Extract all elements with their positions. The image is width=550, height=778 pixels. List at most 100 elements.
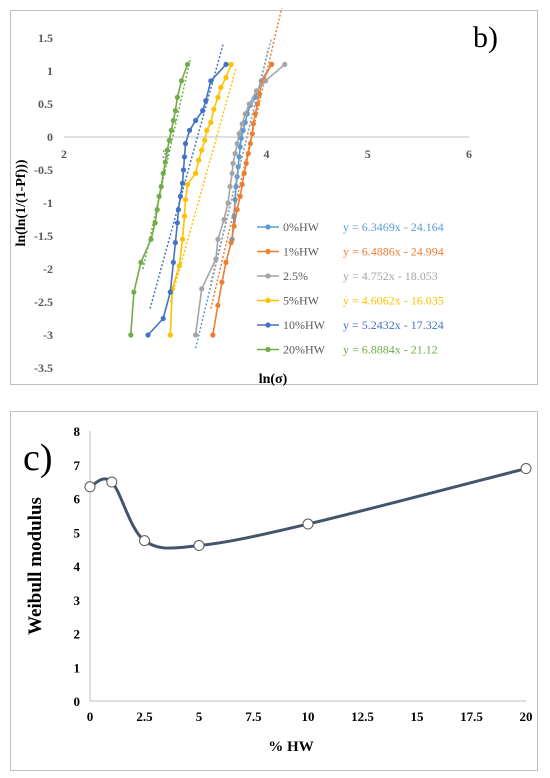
x-tick-label: 5 [365,147,371,161]
x-tick-label: 3 [162,147,168,161]
data-point [215,236,221,242]
data-point [302,518,314,530]
data-point [179,180,186,186]
panel-label: b) [473,21,498,54]
y-tick-label: 6 [74,492,81,507]
data-point [252,111,258,117]
data-point [167,289,173,295]
y-axis-title: Weibull modulus [25,497,46,635]
data-point [256,91,263,97]
y-tick-label: 5 [74,525,81,540]
data-point [282,61,288,67]
data-point [211,106,217,112]
x-tick-label: 15 [411,709,425,724]
series-line [130,64,189,336]
trendline [210,37,273,283]
data-point [178,78,185,84]
legend-marker [265,224,271,230]
data-point [237,144,243,150]
data-point [202,137,208,143]
panel-label: c) [23,437,53,479]
fit-equation: y = 6.8884x - 21.12 [343,343,438,357]
x-tick-label: 12.5 [351,709,374,724]
y-tick-label: 0 [47,130,53,144]
data-point [138,259,144,265]
data-point [520,463,532,475]
data-point [247,141,253,147]
data-point [160,315,166,322]
x-tick-label: 2.5 [136,709,153,724]
x-axis-title: ln(σ) [259,372,288,387]
data-point [240,127,246,133]
data-point [152,220,158,226]
y-tick-label: -2 [43,262,53,276]
y-tick-label: -1 [43,196,53,210]
data-point [236,131,242,137]
data-point [250,121,256,127]
y-tick-label: -2.5 [34,295,53,309]
x-tick-label: 20 [520,709,533,724]
data-point [253,88,259,94]
data-point [228,240,234,246]
data-point [238,135,244,141]
y-tick-label: 1 [47,64,53,78]
y-tick-label: 8 [74,424,81,439]
data-point [154,207,160,213]
data-point [172,108,178,114]
y-tick-label: 3 [74,593,81,608]
data-point [176,263,183,269]
data-point [193,170,199,176]
fit-equation: y = 4.752x - 18.053 [343,269,438,283]
x-tick-label: 5 [196,709,203,724]
data-point [184,61,191,67]
data-point [245,150,251,157]
x-tick-label: 2 [61,147,67,161]
data-point [221,216,227,223]
data-point [225,200,231,206]
data-point [234,207,240,213]
series-line [212,64,273,336]
data-point [232,150,238,157]
data-point [174,94,180,100]
data-point [181,213,188,219]
x-tick-label: 17.5 [460,709,483,724]
y-tick-label: 4 [74,559,81,574]
data-point [231,223,237,229]
data-point [199,286,205,292]
legend-label: 2.5% [283,269,308,283]
data-point [181,154,188,160]
y-tick-label: 1 [74,660,81,675]
x-axis-title: % HW [268,739,313,755]
data-point [177,193,184,199]
data-point [262,78,269,84]
data-point [223,61,229,67]
y-tick-label: -0.5 [34,163,53,177]
weibull-plot-svg: 2 3 4 5 6 1.5 1 0.5 0 -0.5 -1 -1.5 -2 -2.5 -3 -3.5 0%HW y… [14,8,498,387]
y-tick-label: -3.5 [34,361,53,375]
data-point [234,141,240,147]
data-point [241,170,247,176]
x-tick-label: 10 [302,709,315,724]
fit-equation: y = 6.4886x - 24.994 [343,245,444,259]
data-point [208,119,214,126]
data-point [203,98,209,104]
data-point [193,540,205,552]
data-point [164,147,170,153]
legend-marker [265,273,271,279]
data-point [196,157,202,163]
data-point [204,127,210,133]
legend-label: 1%HW [283,245,320,259]
data-point [242,111,248,117]
data-point [172,240,178,246]
data-point [227,183,233,190]
data-point [186,127,193,133]
legend-label: 20%HW [283,343,326,357]
data-point [184,181,191,188]
y-tick-label: 0 [74,694,81,709]
data-point [230,160,236,166]
data-point [170,259,176,265]
data-point [228,61,234,67]
data-point [239,121,245,127]
weibull-modulus-panel: 0 2.5 5 7.5 10 12.5 15 17.5 20 8 7 6 5 4 3 2 1 0% HW Weibu… [10,411,538,771]
